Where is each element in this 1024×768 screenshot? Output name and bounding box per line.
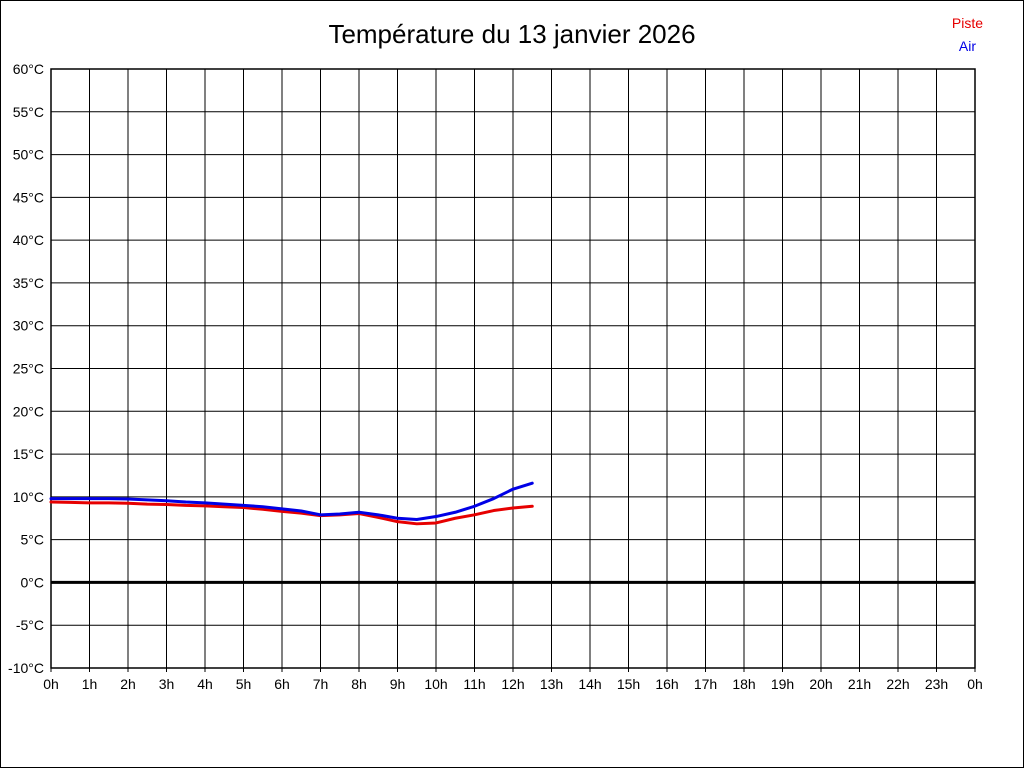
- svg-text:18h: 18h: [732, 676, 755, 692]
- chart-title: Température du 13 janvier 2026: [328, 19, 696, 49]
- svg-text:40°C: 40°C: [13, 232, 44, 248]
- svg-text:50°C: 50°C: [13, 147, 44, 163]
- svg-text:14h: 14h: [578, 676, 601, 692]
- svg-text:22h: 22h: [886, 676, 909, 692]
- svg-text:10°C: 10°C: [13, 489, 44, 505]
- legend-item-air: Air: [958, 38, 976, 54]
- svg-text:20°C: 20°C: [13, 403, 44, 419]
- svg-text:23h: 23h: [925, 676, 948, 692]
- svg-text:30°C: 30°C: [13, 318, 44, 334]
- svg-text:15°C: 15°C: [13, 446, 44, 462]
- svg-text:17h: 17h: [694, 676, 717, 692]
- svg-text:0°C: 0°C: [21, 574, 45, 590]
- svg-text:-5°C: -5°C: [16, 617, 44, 633]
- svg-text:4h: 4h: [197, 676, 213, 692]
- svg-text:20h: 20h: [809, 676, 832, 692]
- svg-text:7h: 7h: [313, 676, 329, 692]
- svg-text:2h: 2h: [120, 676, 136, 692]
- svg-text:-10°C: -10°C: [8, 660, 44, 676]
- svg-text:0h: 0h: [967, 676, 983, 692]
- legend-item-piste: Piste: [951, 15, 983, 31]
- series-air: [49, 481, 534, 522]
- svg-text:3h: 3h: [159, 676, 175, 692]
- series-piste: [49, 500, 534, 526]
- svg-text:6h: 6h: [274, 676, 290, 692]
- chart-legend: Piste Air: [952, 12, 983, 58]
- svg-text:13h: 13h: [540, 676, 563, 692]
- svg-text:16h: 16h: [655, 676, 678, 692]
- svg-text:10h: 10h: [424, 676, 447, 692]
- svg-text:0h: 0h: [43, 676, 59, 692]
- svg-text:55°C: 55°C: [13, 104, 44, 120]
- svg-text:9h: 9h: [390, 676, 406, 692]
- svg-text:45°C: 45°C: [13, 189, 44, 205]
- svg-text:21h: 21h: [848, 676, 871, 692]
- svg-text:15h: 15h: [617, 676, 640, 692]
- svg-text:8h: 8h: [351, 676, 367, 692]
- svg-text:35°C: 35°C: [13, 275, 44, 291]
- svg-text:5°C: 5°C: [21, 532, 45, 548]
- svg-text:19h: 19h: [771, 676, 794, 692]
- svg-text:5h: 5h: [236, 676, 252, 692]
- svg-text:1h: 1h: [82, 676, 98, 692]
- svg-text:60°C: 60°C: [13, 61, 44, 77]
- svg-text:11h: 11h: [463, 676, 485, 692]
- svg-text:12h: 12h: [501, 676, 524, 692]
- svg-text:25°C: 25°C: [13, 361, 44, 377]
